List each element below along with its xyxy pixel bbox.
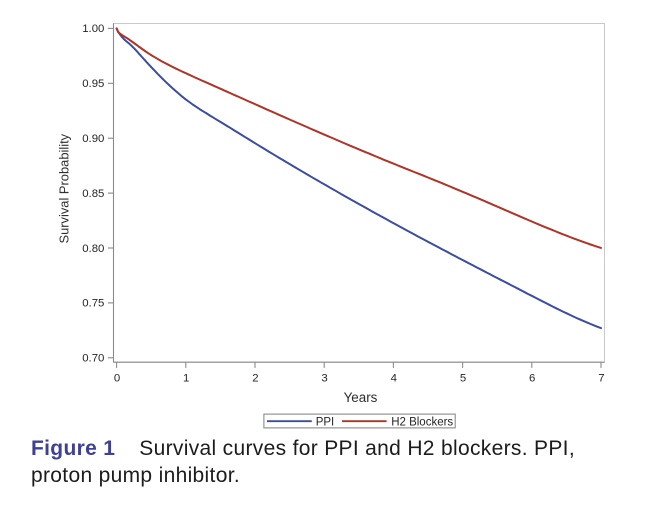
svg-text:0.70: 0.70 (82, 353, 104, 365)
svg-text:2: 2 (252, 372, 258, 384)
svg-text:4: 4 (391, 372, 397, 384)
svg-text:0.95: 0.95 (82, 78, 104, 90)
svg-text:Years: Years (344, 390, 378, 405)
svg-text:H2 Blockers: H2 Blockers (391, 417, 453, 429)
svg-text:1: 1 (183, 372, 189, 384)
svg-text:PPI: PPI (316, 417, 335, 429)
svg-text:0.85: 0.85 (82, 188, 104, 200)
svg-text:5: 5 (460, 372, 466, 384)
svg-text:0: 0 (114, 372, 120, 384)
svg-text:1.00: 1.00 (82, 23, 104, 35)
svg-text:0.75: 0.75 (82, 298, 104, 310)
svg-text:6: 6 (529, 372, 535, 384)
svg-text:Survival Probability: Survival Probability (57, 133, 72, 243)
svg-text:0.80: 0.80 (82, 243, 104, 255)
svg-text:7: 7 (598, 372, 604, 384)
svg-text:0.90: 0.90 (82, 133, 104, 145)
svg-text:3: 3 (321, 372, 327, 384)
